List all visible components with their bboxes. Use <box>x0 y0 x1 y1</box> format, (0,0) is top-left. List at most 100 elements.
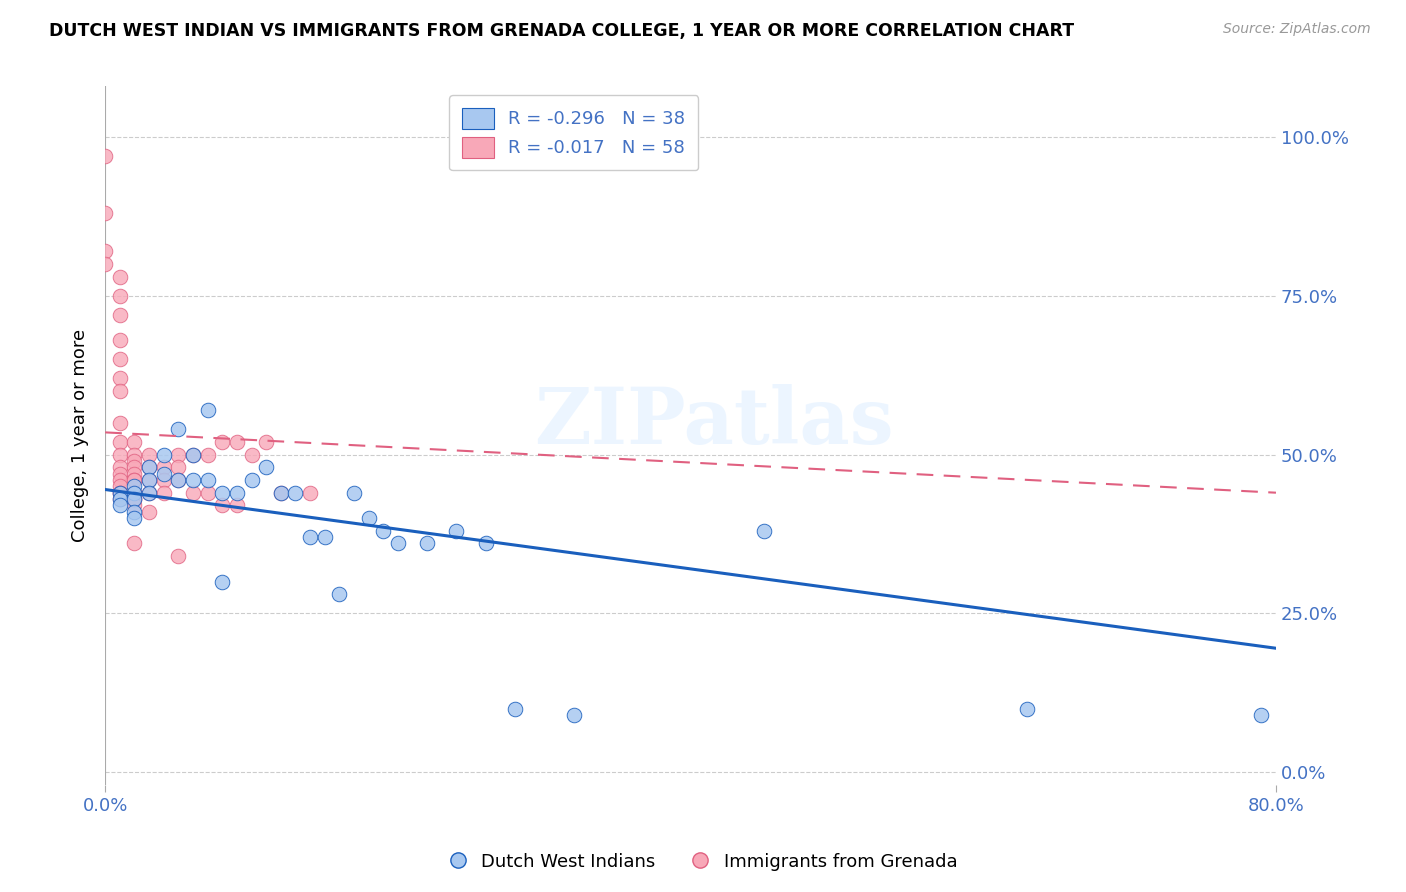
Point <box>181 473 204 487</box>
Point <box>1017 701 1039 715</box>
Point <box>108 467 131 481</box>
Point <box>124 448 146 462</box>
Point <box>284 485 307 500</box>
Point <box>108 308 131 322</box>
Point <box>211 574 233 589</box>
Point <box>152 448 174 462</box>
Point <box>416 536 439 550</box>
Point <box>328 587 350 601</box>
Point <box>226 434 249 449</box>
Point <box>211 434 233 449</box>
Point <box>562 707 585 722</box>
Y-axis label: College, 1 year or more: College, 1 year or more <box>72 329 89 542</box>
Point <box>167 448 190 462</box>
Point <box>124 434 146 449</box>
Point <box>752 524 775 538</box>
Point <box>124 491 146 506</box>
Point <box>124 485 146 500</box>
Point <box>197 485 219 500</box>
Point <box>108 479 131 493</box>
Point <box>138 473 160 487</box>
Point <box>343 485 366 500</box>
Point <box>314 530 336 544</box>
Point <box>124 479 146 493</box>
Point <box>299 530 322 544</box>
Point <box>181 485 204 500</box>
Point <box>108 448 131 462</box>
Point <box>474 536 496 550</box>
Point <box>108 371 131 385</box>
Point <box>94 257 117 271</box>
Point <box>124 505 146 519</box>
Point <box>1250 707 1272 722</box>
Point <box>197 403 219 417</box>
Point <box>240 448 263 462</box>
Point <box>108 491 131 506</box>
Point <box>124 485 146 500</box>
Point <box>211 485 233 500</box>
Point <box>138 485 160 500</box>
Point <box>167 422 190 436</box>
Point <box>167 473 190 487</box>
Point <box>387 536 409 550</box>
Point <box>124 460 146 475</box>
Point <box>226 485 249 500</box>
Point <box>270 485 292 500</box>
Point <box>357 511 380 525</box>
Point <box>108 334 131 348</box>
Point <box>152 467 174 481</box>
Point <box>167 473 190 487</box>
Point <box>108 491 131 506</box>
Point <box>108 485 131 500</box>
Point <box>152 473 174 487</box>
Point <box>108 473 131 487</box>
Point <box>108 269 131 284</box>
Point <box>373 524 395 538</box>
Point <box>108 499 131 513</box>
Point <box>138 505 160 519</box>
Point <box>197 448 219 462</box>
Text: Source: ZipAtlas.com: Source: ZipAtlas.com <box>1223 22 1371 37</box>
Point <box>108 434 131 449</box>
Point <box>197 473 219 487</box>
Point <box>94 206 117 220</box>
Point <box>124 511 146 525</box>
Point <box>138 460 160 475</box>
Point <box>94 149 117 163</box>
Point <box>124 491 146 506</box>
Legend: Dutch West Indians, Immigrants from Grenada: Dutch West Indians, Immigrants from Gren… <box>441 846 965 879</box>
Point <box>299 485 322 500</box>
Point <box>108 460 131 475</box>
Point <box>124 536 146 550</box>
Point <box>503 701 526 715</box>
Point <box>240 473 263 487</box>
Point <box>138 448 160 462</box>
Point <box>124 485 146 500</box>
Point <box>108 289 131 303</box>
Point <box>94 244 117 259</box>
Point <box>138 485 160 500</box>
Point <box>167 460 190 475</box>
Point <box>211 499 233 513</box>
Point <box>167 549 190 564</box>
Point <box>446 524 468 538</box>
Point <box>254 434 277 449</box>
Point <box>124 454 146 468</box>
Point <box>181 448 204 462</box>
Point <box>270 485 292 500</box>
Point <box>254 460 277 475</box>
Point <box>108 416 131 430</box>
Point <box>152 460 174 475</box>
Point <box>108 485 131 500</box>
Point <box>108 485 131 500</box>
Point <box>124 467 146 481</box>
Point <box>181 448 204 462</box>
Point <box>124 491 146 506</box>
Legend: R = -0.296   N = 38, R = -0.017   N = 58: R = -0.296 N = 38, R = -0.017 N = 58 <box>449 95 699 170</box>
Text: ZIPatlas: ZIPatlas <box>534 384 894 459</box>
Point <box>138 460 160 475</box>
Point <box>108 384 131 398</box>
Point <box>152 485 174 500</box>
Point <box>226 499 249 513</box>
Point <box>108 352 131 367</box>
